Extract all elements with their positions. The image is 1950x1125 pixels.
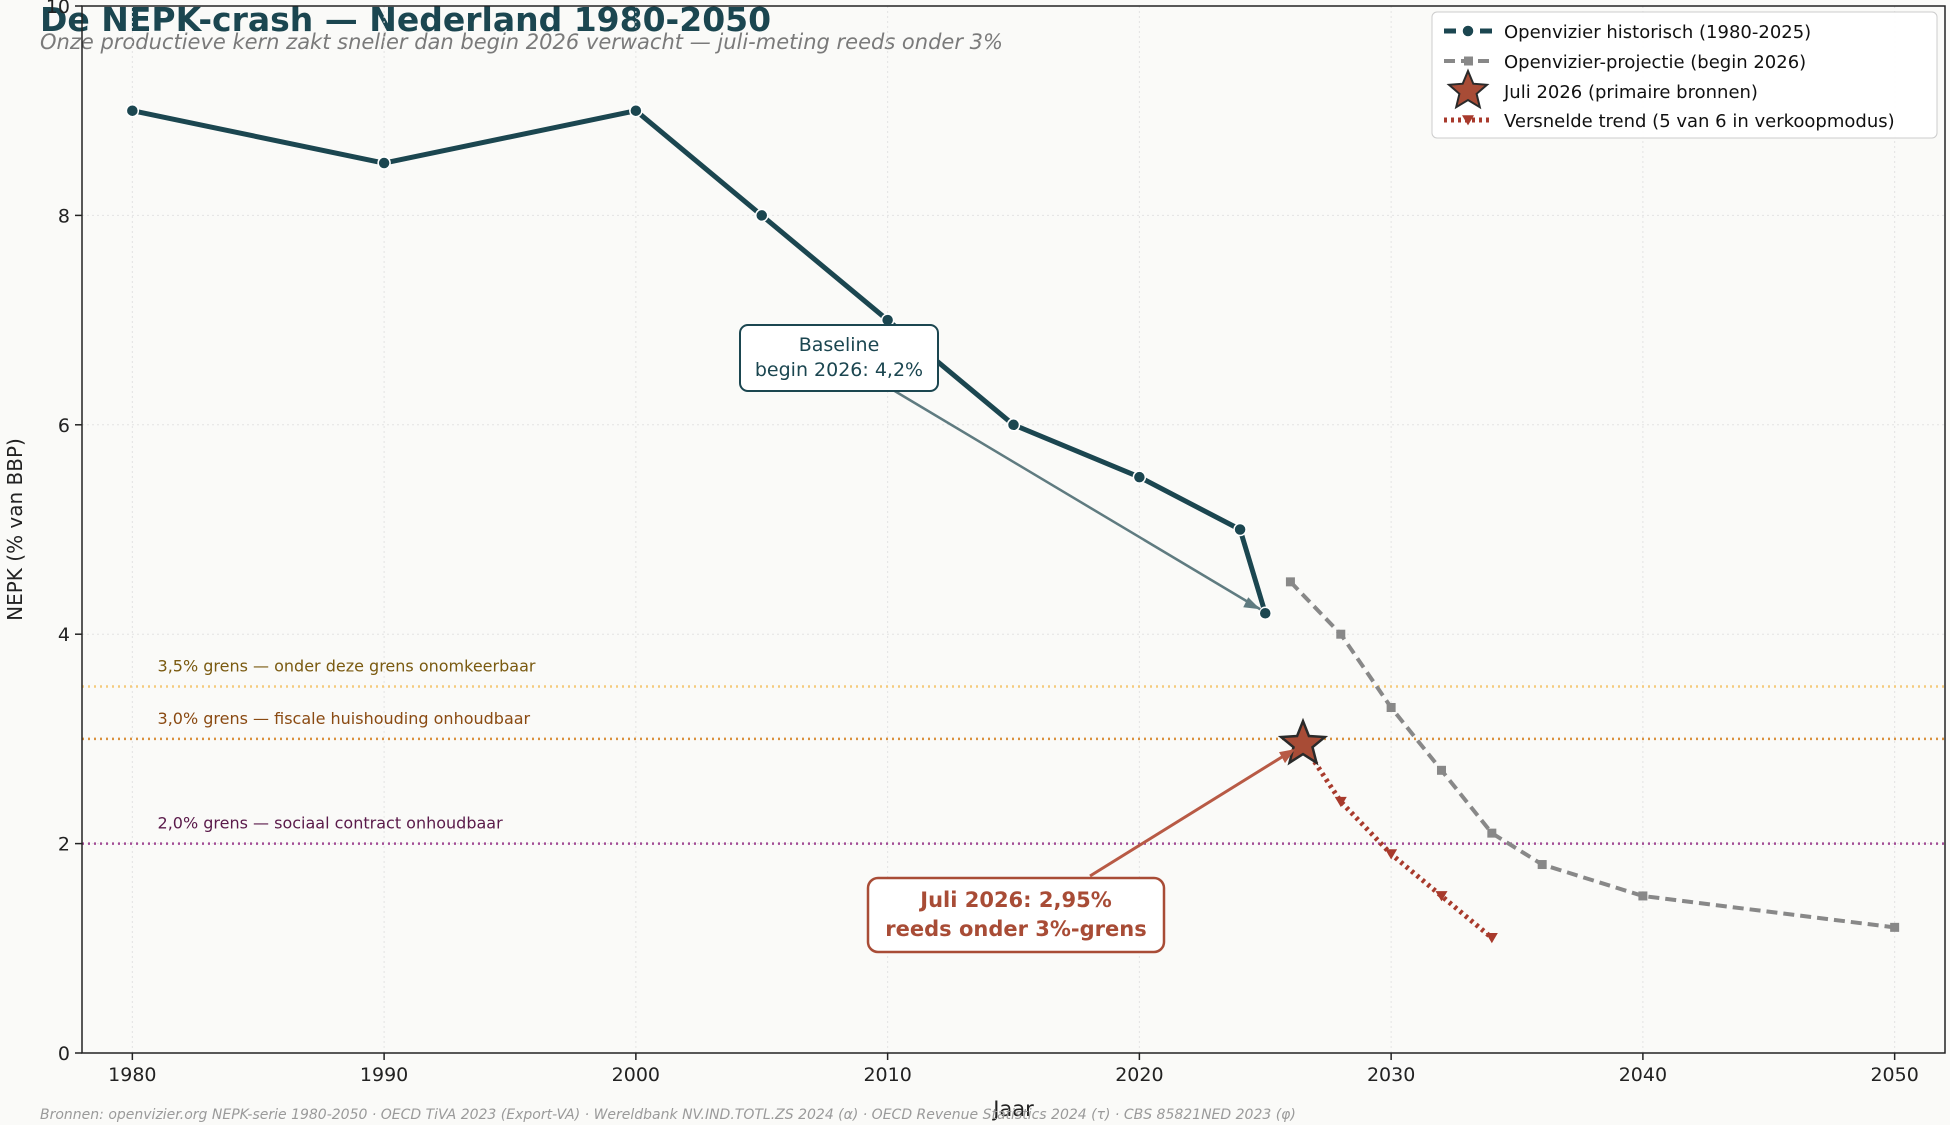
y-tick-label: 8 (58, 205, 70, 227)
legend-entry-label: Versnelde trend (5 van 6 in verkoopmodus… (1504, 111, 1895, 132)
projection-marker (1285, 577, 1295, 587)
trend-marker (1385, 849, 1398, 860)
historical-marker (1233, 522, 1247, 537)
projection-marker (1487, 828, 1497, 838)
legend-trend-marker (1462, 115, 1474, 126)
legend-entry-label: Juli 2026 (primaire bronnen) (1503, 82, 1758, 103)
july-arrow-head (1279, 749, 1296, 764)
legend-entry-label: Openvizier historisch (1980-2025) (1504, 22, 1811, 43)
projection-marker (1638, 891, 1648, 901)
x-axis-label: Jaar (991, 1097, 1034, 1121)
threshold-label: 3,5% grens — onder deze grens onomkeerba… (158, 657, 536, 676)
historical-marker (1006, 418, 1021, 432)
legend-july-star (1446, 68, 1490, 110)
projection-marker (1336, 629, 1346, 639)
baseline-annotation-box (739, 324, 939, 392)
x-tick-label: 2040 (1619, 1064, 1667, 1086)
y-axis-label: NEPK (% van BBP) (3, 438, 27, 621)
historical-marker (629, 103, 643, 118)
projection-marker (1386, 702, 1396, 712)
x-tick-label: 2000 (612, 1064, 660, 1086)
july-annotation-line2: reeds onder 3%-grens (885, 917, 1146, 941)
y-tick-label: 6 (58, 415, 70, 437)
baseline-arrow-head (1243, 597, 1261, 610)
x-tick-label: 2050 (1870, 1064, 1918, 1086)
x-tick-label: 1980 (108, 1064, 156, 1086)
threshold-label: 2,0% grens — sociaal contract onhoudbaar (158, 814, 504, 833)
x-tick-label: 2030 (1367, 1064, 1415, 1086)
legend-entry-label: Openvizier-projectie (begin 2026) (1504, 52, 1806, 73)
plot-frame (81, 5, 1946, 1054)
historical-line (131, 108, 1268, 615)
threshold-label: 3,0% grens — fiscale huishouding onhoudb… (158, 709, 531, 728)
july-arrow-line (1089, 748, 1294, 878)
historical-marker (125, 103, 140, 118)
y-tick-label: 0 (58, 1043, 70, 1065)
projection-marker (1890, 922, 1900, 932)
x-tick-label: 2010 (863, 1064, 911, 1086)
baseline-arrow-line (892, 388, 1261, 611)
july-annotation-line1: Juli 2026: 2,95% (918, 888, 1111, 912)
y-tick-label: 2 (58, 834, 70, 856)
x-tick-label: 1990 (360, 1064, 408, 1086)
projection-marker (1537, 860, 1547, 870)
legend-box (1431, 11, 1938, 139)
trend-marker (1435, 891, 1448, 902)
historical-marker (1132, 470, 1147, 484)
historical-marker (1258, 606, 1273, 621)
trend-marker (1485, 933, 1498, 944)
baseline-annotation-line2: begin 2026: 4,2% (755, 359, 923, 381)
chart-subtitle: Onze productieve kern zakt sneller dan b… (40, 30, 1003, 54)
july-2026-star (1277, 717, 1329, 766)
y-tick-label: 10 (46, 0, 70, 18)
historical-marker (754, 208, 769, 223)
july-annotation-box (866, 876, 1166, 954)
historical-marker (377, 156, 391, 170)
x-tick-label: 2020 (1115, 1064, 1163, 1086)
trend-marker (1334, 796, 1347, 808)
projection-line (1288, 580, 1895, 930)
legend-historical-marker (1461, 24, 1475, 38)
legend-projection-marker (1464, 56, 1473, 66)
sources-footnote: Bronnen: openvizier.org NEPK-serie 1980-… (40, 1107, 1296, 1123)
trend-line (1300, 742, 1494, 940)
projection-marker (1436, 765, 1446, 775)
baseline-annotation-line1: Baseline (799, 334, 880, 356)
y-tick-label: 4 (58, 624, 70, 646)
